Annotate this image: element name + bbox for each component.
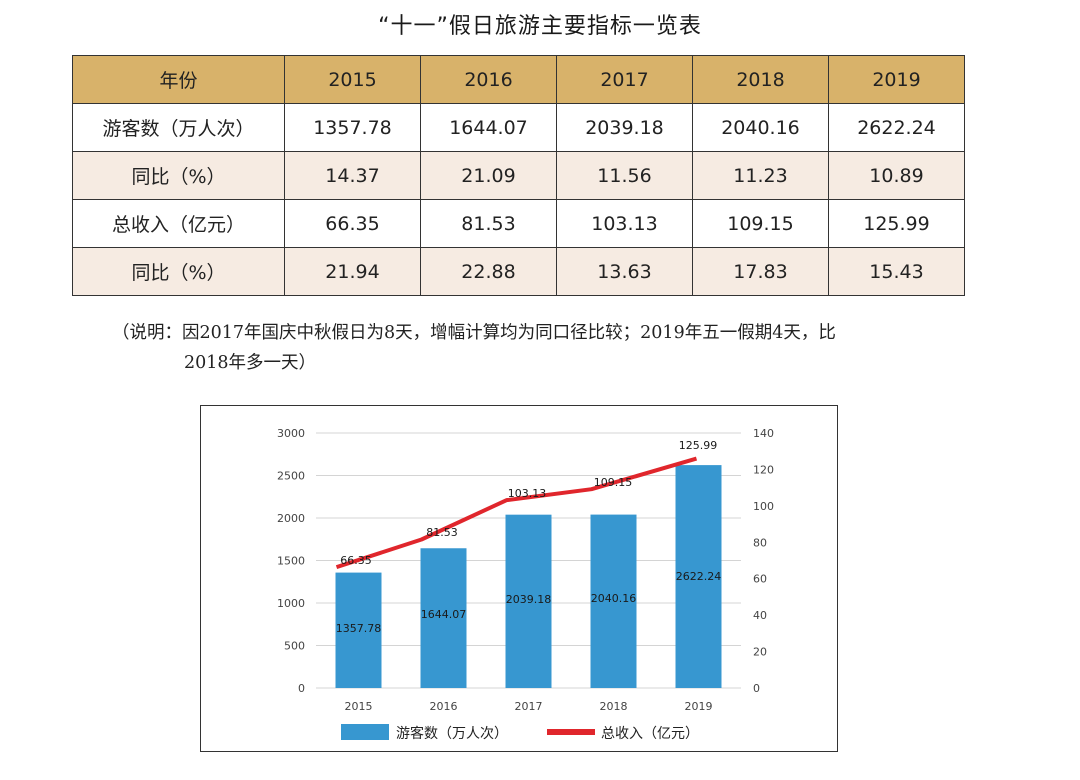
table-cell: 11.23 — [692, 151, 829, 200]
table-cell: 2622.24 — [828, 103, 965, 152]
row-label: 同比（%） — [72, 247, 285, 296]
bar-value-label: 2040.16 — [591, 592, 637, 605]
page-title: “十一”假日旅游主要指标一览表 — [378, 14, 702, 39]
chart-legend: 游客数（万人次） 总收入（亿元） — [201, 720, 837, 744]
combo-chart: 0 500 1000 1500 2000 2500 3000 0 20 40 60 80 100 120 1… — [200, 405, 838, 752]
legend-swatch-line — [547, 729, 595, 735]
header-cell: 2017 — [556, 55, 693, 104]
chart-canvas: 0 500 1000 1500 2000 2500 3000 0 20 40 60 80 100 120 1… — [277, 427, 774, 713]
legend-swatch-bar — [341, 724, 389, 740]
y-right-tick-label: 120 — [753, 463, 774, 476]
table-cell: 15.43 — [828, 247, 965, 296]
header-cell: 2019 — [828, 55, 965, 104]
bar — [420, 548, 467, 688]
table-cell: 22.88 — [420, 247, 557, 296]
revenue-line — [335, 456, 698, 570]
x-tick-label: 2018 — [600, 700, 628, 713]
table-cell: 2040.16 — [692, 103, 829, 152]
line-value-label: 125.99 — [679, 439, 718, 452]
table-cell: 21.09 — [420, 151, 557, 200]
y-right-tick-label: 60 — [753, 573, 767, 586]
row-label: 游客数（万人次） — [72, 103, 285, 152]
y-right-tick-label: 0 — [753, 682, 760, 695]
y-left-tick-label: 2500 — [277, 470, 305, 483]
y-right-tick-label: 80 — [753, 536, 767, 549]
table-cell: 81.53 — [420, 199, 557, 248]
note-line-2: 2018年多一天） — [184, 353, 317, 373]
table-cell: 21.94 — [284, 247, 421, 296]
header-cell: 2018 — [692, 55, 829, 104]
table-cell: 11.56 — [556, 151, 693, 200]
y-left-tick-label: 0 — [298, 682, 305, 695]
bar — [590, 514, 637, 688]
table-cell: 17.83 — [692, 247, 829, 296]
table-row: 同比（%） 14.37 21.09 11.56 11.23 10.89 — [72, 151, 965, 200]
table-cell: 2039.18 — [556, 103, 693, 152]
x-tick-label: 2019 — [685, 700, 713, 713]
table-cell: 103.13 — [556, 199, 693, 248]
note-line-1: （说明：因2017年国庆中秋假日为8天，增幅计算均为同口径比较；2019年五一假… — [112, 323, 836, 343]
table-cell: 109.15 — [692, 199, 829, 248]
table-header-row: 年份 2015 2016 2017 2018 2019 — [72, 55, 965, 104]
table-cell: 14.37 — [284, 151, 421, 200]
bar — [335, 572, 382, 688]
legend-label-revenue: 总收入（亿元） — [601, 726, 699, 742]
y-right-tick-label: 40 — [753, 609, 767, 622]
bar — [675, 465, 722, 688]
table-cell: 125.99 — [828, 199, 965, 248]
x-tick-label: 2015 — [345, 700, 373, 713]
bar — [505, 514, 552, 688]
line-value-label: 81.53 — [426, 526, 458, 539]
y-left-tick-label: 1000 — [277, 597, 305, 610]
table-row: 总收入（亿元） 66.35 81.53 103.13 109.15 125.99 — [72, 199, 965, 248]
row-label: 总收入（亿元） — [72, 199, 285, 248]
bar-value-label: 2622.24 — [676, 570, 722, 583]
table-cell: 1644.07 — [420, 103, 557, 152]
table-row: 游客数（万人次） 1357.78 1644.07 2039.18 2040.16… — [72, 103, 965, 152]
bar-value-label: 1644.07 — [421, 608, 467, 621]
table-cell: 1357.78 — [284, 103, 421, 152]
line-value-label: 66.35 — [340, 554, 372, 567]
header-cell: 2015 — [284, 55, 421, 104]
table-cell: 10.89 — [828, 151, 965, 200]
table-cell: 13.63 — [556, 247, 693, 296]
line-value-label: 103.13 — [508, 487, 547, 500]
bar-value-label: 1357.78 — [336, 622, 382, 635]
x-tick-label: 2016 — [430, 700, 458, 713]
x-tick-label: 2017 — [515, 700, 543, 713]
bar-value-label: 2039.18 — [506, 593, 552, 606]
indicator-table: 年份 2015 2016 2017 2018 2019 游客数（万人次） 135… — [72, 55, 965, 296]
header-cell: 年份 — [72, 55, 285, 104]
row-label: 同比（%） — [72, 151, 285, 200]
y-left-tick-label: 2000 — [277, 512, 305, 525]
table-row: 同比（%） 21.94 22.88 13.63 17.83 15.43 — [72, 247, 965, 296]
header-cell: 2016 — [420, 55, 557, 104]
line-value-label: 109.15 — [594, 476, 633, 489]
y-left-tick-label: 1500 — [277, 555, 305, 568]
y-left-tick-label: 3000 — [277, 427, 305, 440]
y-right-tick-label: 20 — [753, 646, 767, 659]
y-right-tick-label: 100 — [753, 500, 774, 513]
y-right-tick-label: 140 — [753, 427, 774, 440]
legend-label-visitors: 游客数（万人次） — [396, 726, 508, 742]
explanation-note: （说明：因2017年国庆中秋假日为8天，增幅计算均为同口径比较；2019年五一假… — [112, 318, 992, 378]
y-left-tick-label: 500 — [284, 640, 305, 653]
table-cell: 66.35 — [284, 199, 421, 248]
